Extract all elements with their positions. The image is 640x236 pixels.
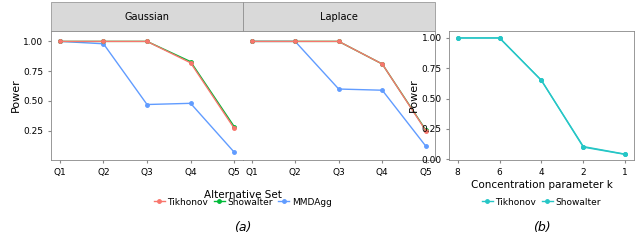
- Y-axis label: Power: Power: [11, 79, 20, 113]
- Text: (b): (b): [532, 221, 550, 234]
- Legend: Tikhonov, Showalter, MMDAgg: Tikhonov, Showalter, MMDAgg: [150, 194, 335, 210]
- Text: Gaussian: Gaussian: [125, 12, 170, 21]
- Y-axis label: Power: Power: [409, 79, 419, 113]
- Text: Alternative Set: Alternative Set: [204, 190, 282, 200]
- Text: Laplace: Laplace: [320, 12, 358, 21]
- Legend: Tikhonov, Showalter: Tikhonov, Showalter: [478, 194, 605, 210]
- X-axis label: Concentration parameter k: Concentration parameter k: [470, 180, 612, 190]
- Text: (a): (a): [234, 221, 252, 234]
